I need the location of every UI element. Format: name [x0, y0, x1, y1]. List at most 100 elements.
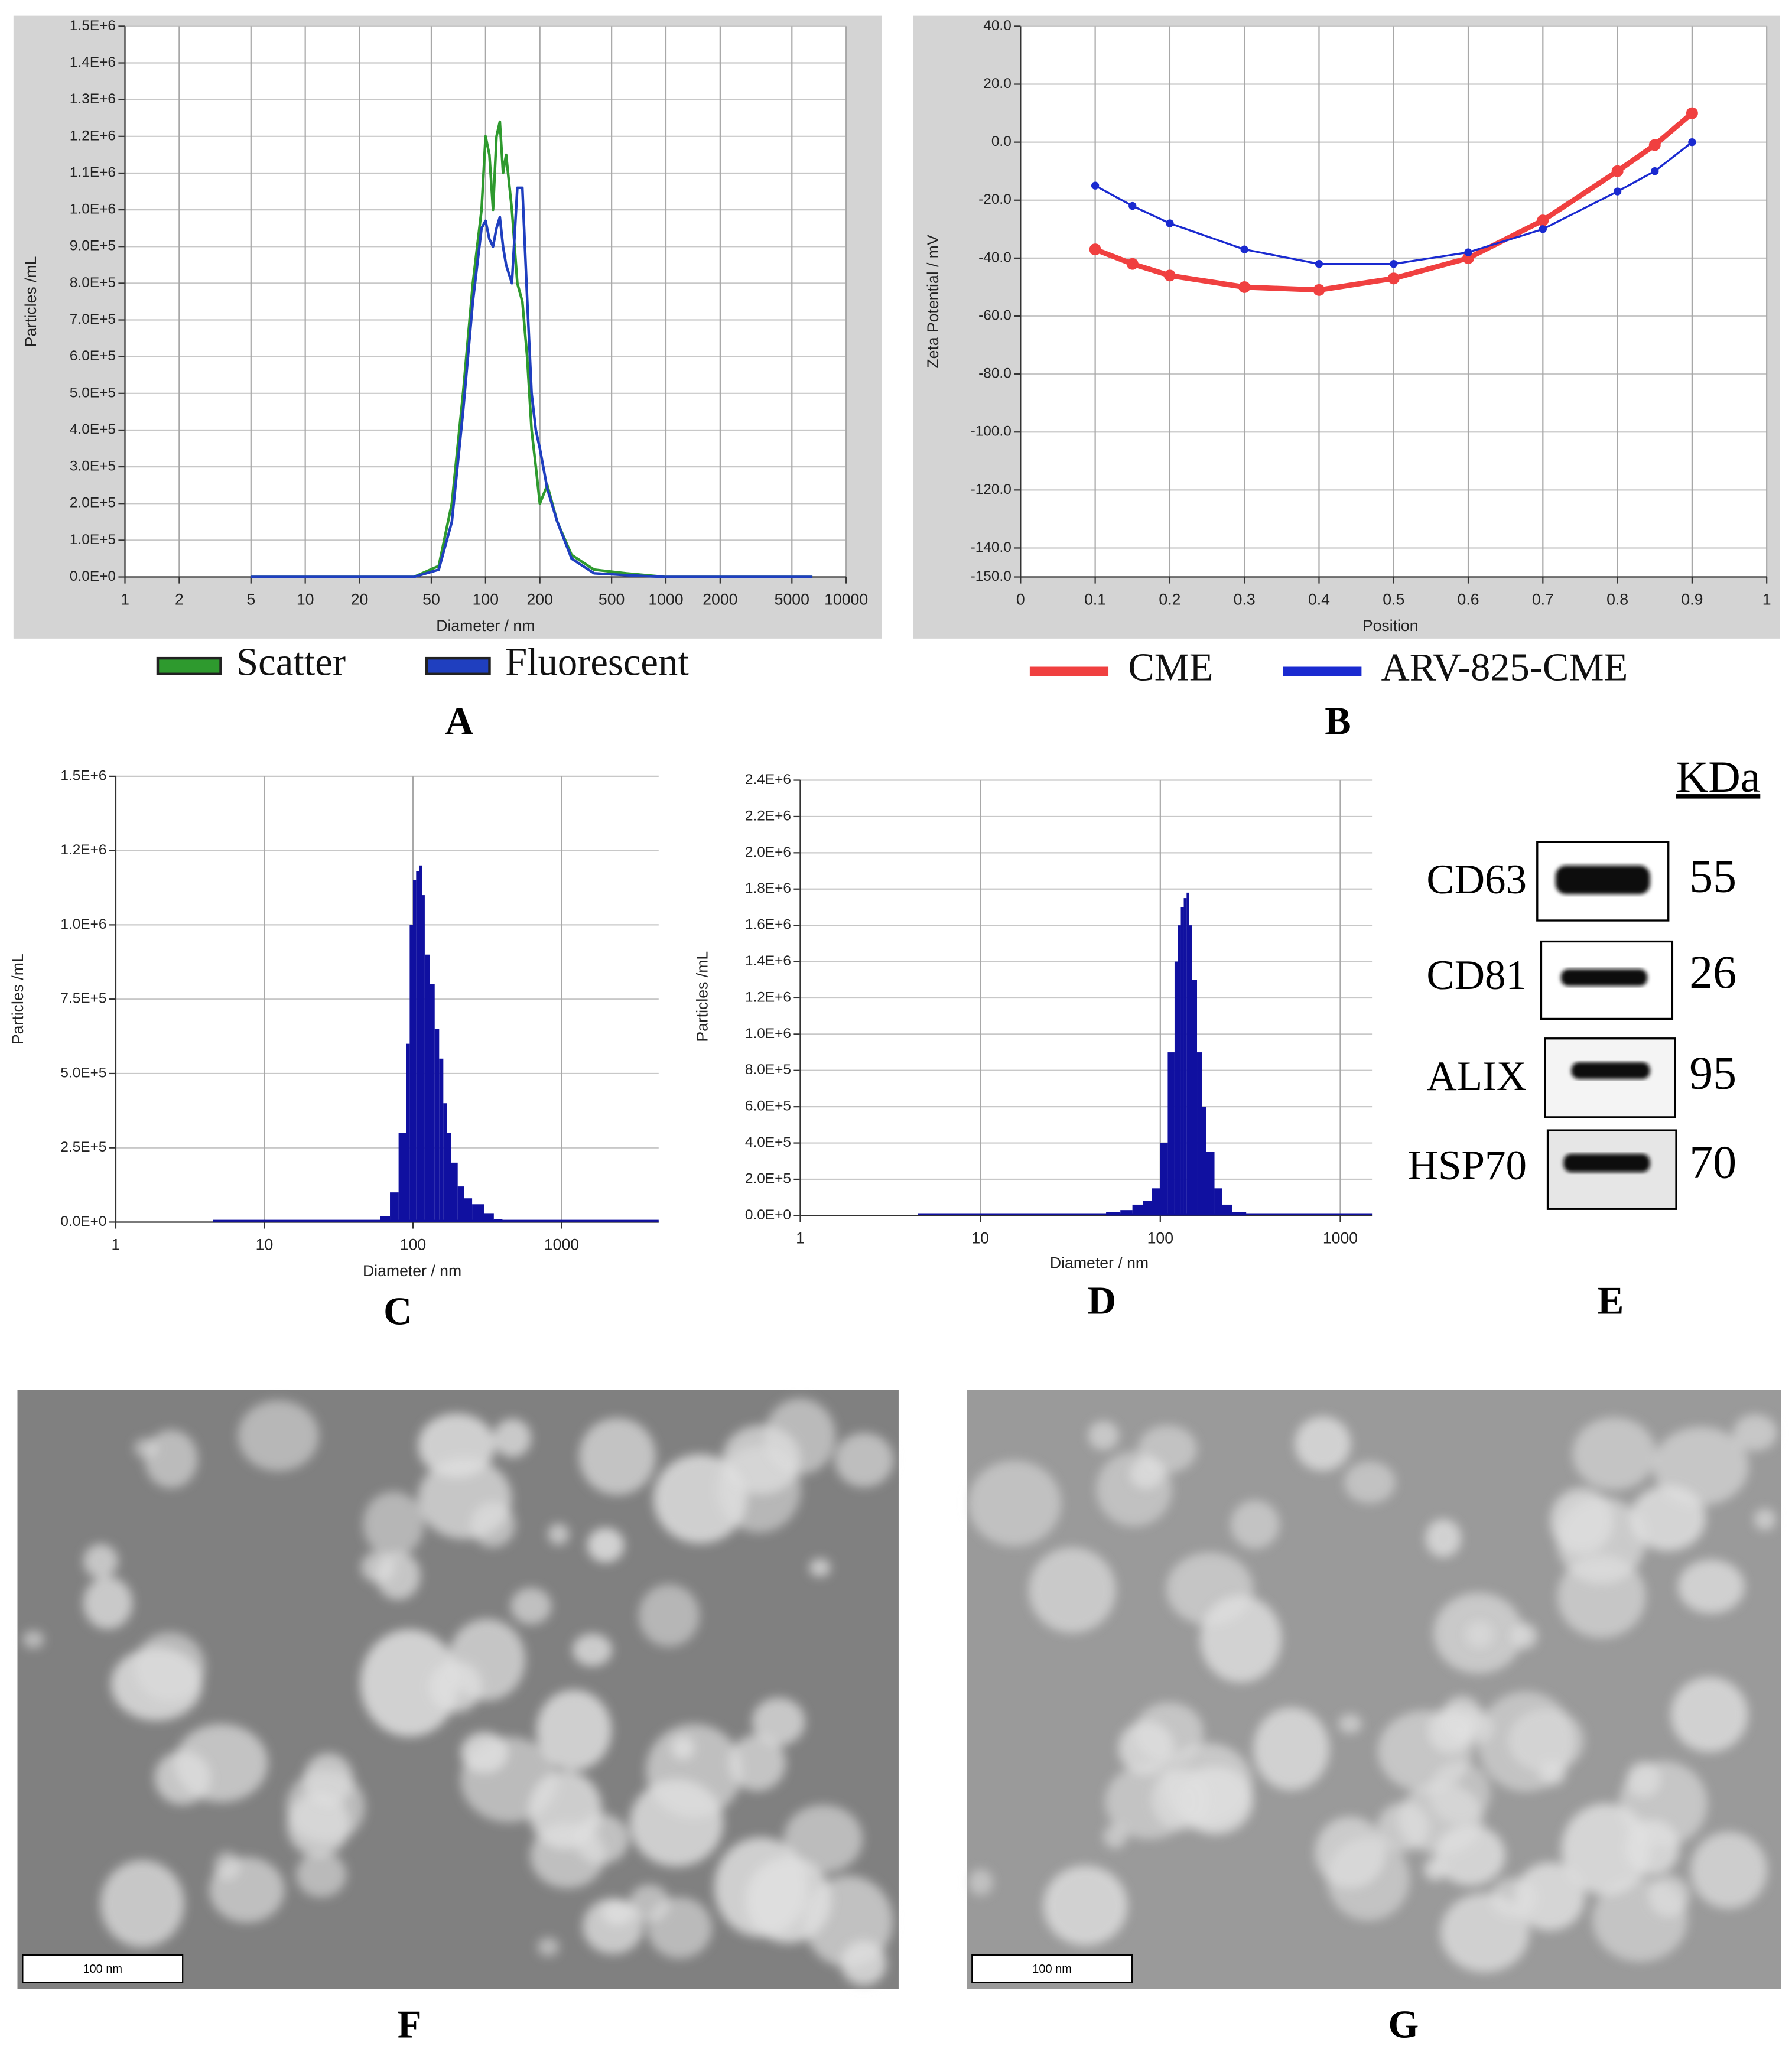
bar [1174, 961, 1178, 1216]
x-tick-label: 10 [971, 1229, 989, 1247]
particle [1648, 1875, 1690, 1917]
kda-label: 70 [1689, 1137, 1736, 1189]
protein-label: CD63 [1426, 857, 1527, 903]
x-tick-label: 10 [297, 591, 314, 609]
bar [1222, 1204, 1232, 1216]
bar [1202, 1107, 1206, 1216]
kda-label: 55 [1689, 851, 1736, 903]
bar [422, 895, 425, 1222]
particle [1440, 1893, 1530, 1973]
particle [1465, 1621, 1494, 1648]
particle [764, 1398, 836, 1475]
x-tick-label: 1 [1762, 591, 1771, 609]
x-tick-label: 0.9 [1681, 591, 1703, 609]
bar [1106, 1212, 1121, 1216]
kda-label: 95 [1689, 1048, 1736, 1100]
series-line [251, 186, 813, 578]
y-tick-label: -40.0 [978, 249, 1012, 265]
particle [1424, 1858, 1447, 1881]
particle [783, 1804, 863, 1873]
particle [361, 1551, 395, 1583]
particle [134, 1438, 158, 1458]
y-tick-label: 1.4E+6 [70, 54, 116, 70]
particle [579, 1417, 656, 1495]
particle [1043, 1865, 1128, 1946]
bar [380, 1216, 391, 1222]
y-tick-label: -150.0 [971, 568, 1012, 584]
particle [1344, 1461, 1396, 1504]
particle [1295, 1416, 1351, 1471]
y-tick-label: 1.0E+6 [70, 201, 116, 217]
y-tick-label: 1.0E+6 [60, 916, 106, 932]
y-tick-label: 1.8E+6 [745, 880, 791, 896]
particle [1338, 1713, 1362, 1734]
bar [1186, 892, 1189, 1216]
particle [83, 1544, 118, 1579]
particle [728, 1734, 786, 1791]
bar [451, 1162, 458, 1222]
y-tick-label: 1.2E+6 [70, 128, 116, 144]
point [1613, 187, 1622, 196]
point [1688, 138, 1696, 147]
scale-bar-label: 100 nm [1032, 1963, 1072, 1976]
particle [1377, 1803, 1429, 1852]
particle [360, 1629, 459, 1737]
y-tick-label: 1.2E+6 [60, 842, 106, 858]
particle [587, 1528, 625, 1563]
x-tick-label: 20 [351, 591, 369, 609]
bar [1183, 898, 1187, 1216]
legend-label: Fluorescent [505, 641, 689, 684]
x-tick-label: 0.7 [1532, 591, 1554, 609]
x-axis-label: Position [1362, 617, 1419, 635]
particle [528, 1771, 602, 1849]
x-tick-label: 10 [256, 1235, 274, 1253]
point [1537, 214, 1549, 227]
y-tick-label: 0.0E+0 [70, 568, 116, 584]
panel-label: D [1088, 1280, 1116, 1323]
y-tick-label: -120.0 [971, 482, 1012, 497]
bar [464, 1198, 473, 1222]
particle [746, 1857, 832, 1943]
particle [1754, 1508, 1776, 1531]
particle [83, 1577, 133, 1629]
y-tick-label: 1.5E+6 [60, 767, 106, 783]
y-tick-label: 1.0E+5 [70, 532, 116, 548]
x-axis-label: Diameter / nm [436, 617, 535, 635]
particle [1539, 1761, 1566, 1786]
y-axis-label: Particles /mL [693, 951, 711, 1042]
particle [1253, 1707, 1329, 1791]
bar [412, 880, 417, 1222]
bar [416, 871, 419, 1222]
y-tick-label: 5.0E+5 [60, 1065, 106, 1081]
particle [238, 1400, 319, 1472]
bar [1167, 1052, 1175, 1216]
bar [493, 1219, 503, 1222]
particle [448, 1619, 526, 1701]
particle [22, 1631, 44, 1648]
point [1240, 245, 1248, 253]
x-tick-label: 0.2 [1159, 591, 1180, 609]
y-tick-label: -20.0 [978, 191, 1012, 207]
scale-bar-label: 100 nm [83, 1963, 122, 1976]
point [1163, 269, 1176, 282]
y-tick-label: 7.0E+5 [70, 311, 116, 327]
particle [573, 1634, 612, 1667]
particle [154, 1751, 211, 1805]
particle [493, 1419, 531, 1458]
y-tick-label: 0.0E+0 [60, 1214, 106, 1229]
bar [1132, 1204, 1143, 1216]
particle [110, 1647, 203, 1721]
y-tick-label: 0.0E+0 [745, 1207, 791, 1223]
panel-label: A [445, 700, 473, 743]
particle [1118, 1721, 1174, 1775]
y-tick-label: 8.0E+5 [70, 275, 116, 291]
x-tick-label: 0 [1016, 591, 1025, 609]
particle [1103, 1824, 1127, 1849]
bar [434, 1029, 440, 1222]
legend-marker [425, 656, 491, 675]
y-tick-label: 2.0E+6 [745, 844, 791, 860]
scale-bar [971, 1954, 1133, 1983]
particle [1088, 1421, 1119, 1450]
x-tick-label: 500 [599, 591, 625, 609]
y-tick-label: 7.5E+5 [60, 991, 106, 1007]
